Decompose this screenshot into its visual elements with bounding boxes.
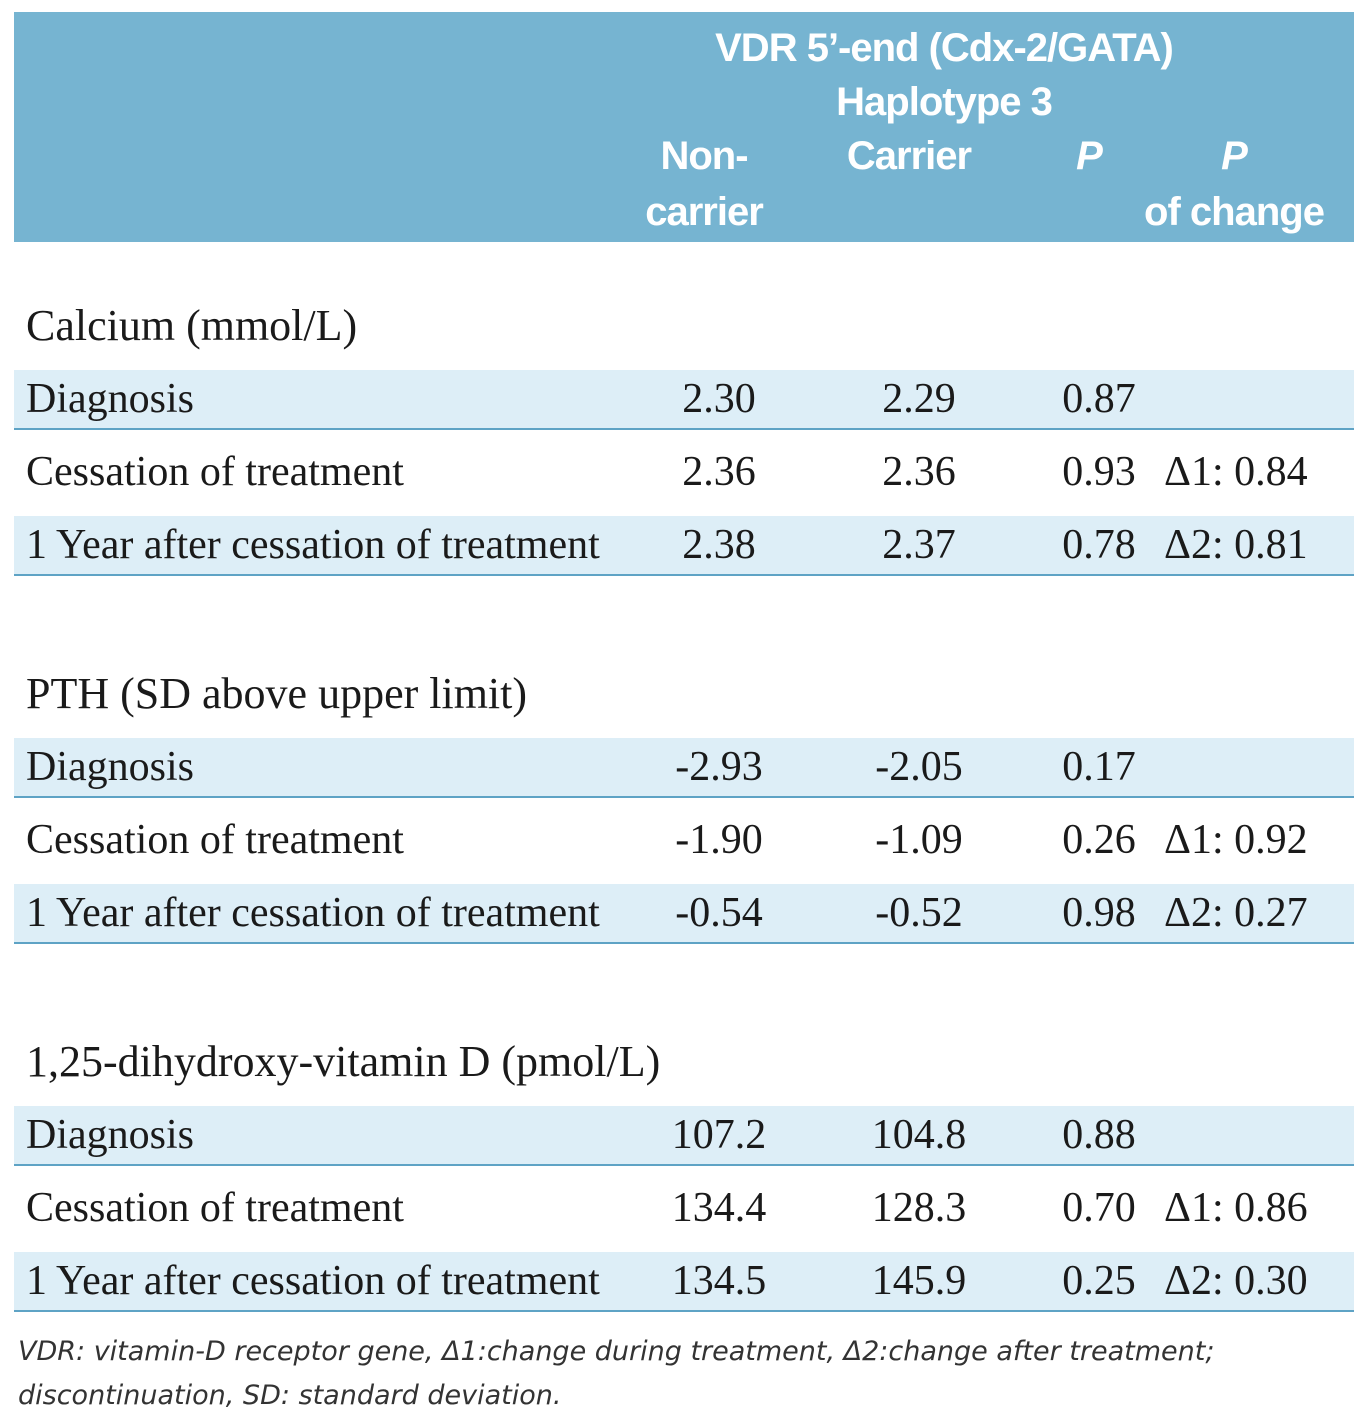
noncarrier-value: -2.93 bbox=[675, 744, 763, 790]
row-label: 1 Year after cessation of treatment bbox=[26, 890, 600, 936]
col-carrier-header: Carrier bbox=[846, 134, 972, 178]
carrier-value: -1.09 bbox=[875, 817, 963, 863]
col-p-change-header-line2: of change bbox=[1144, 190, 1325, 234]
carrier-value: 104.8 bbox=[871, 1112, 967, 1158]
p-value: 0.25 bbox=[1062, 1258, 1136, 1304]
noncarrier-value: -0.54 bbox=[675, 890, 763, 936]
section-title: PTH (SD above upper limit) bbox=[26, 669, 528, 718]
p-change-value: Δ2: 0.81 bbox=[1164, 522, 1308, 568]
row-label: Diagnosis bbox=[26, 376, 194, 422]
p-value: 0.78 bbox=[1062, 522, 1136, 568]
table-row: 1 Year after cessation of treatment 2.38 2… bbox=[14, 516, 1354, 576]
p-change-value: Δ1: 0.84 bbox=[1164, 449, 1308, 495]
row-label: Diagnosis bbox=[26, 744, 194, 790]
col-noncarrier-header-line2: carrier bbox=[645, 190, 764, 234]
carrier-value: 2.29 bbox=[882, 376, 956, 422]
col-p-change-header-line1: P bbox=[1221, 134, 1248, 178]
noncarrier-value: 134.4 bbox=[671, 1185, 767, 1231]
section-title: 1,25-dihydroxy-vitamin D (pmol/L) bbox=[26, 1037, 661, 1086]
row-label: Diagnosis bbox=[26, 1112, 194, 1158]
noncarrier-value: 107.2 bbox=[671, 1112, 767, 1158]
col-p-header: P bbox=[1076, 134, 1103, 178]
row-label: Cessation of treatment bbox=[26, 449, 404, 495]
table-row: 1 Year after cessation of treatment -0.54… bbox=[14, 884, 1354, 944]
table-row: Diagnosis 107.2 104.8 0.88 bbox=[14, 1106, 1354, 1166]
table-row: Cessation of treatment 2.36 2.36 0.93 Δ1: 0.… bbox=[14, 443, 1354, 501]
noncarrier-value: 134.5 bbox=[671, 1258, 767, 1304]
p-value: 0.88 bbox=[1062, 1112, 1136, 1158]
p-change-value: Δ2: 0.27 bbox=[1164, 890, 1308, 936]
row-label: 1 Year after cessation of treatment bbox=[26, 1258, 600, 1304]
col-noncarrier-header-line1: Non- bbox=[660, 134, 748, 178]
p-value: 0.26 bbox=[1062, 817, 1136, 863]
row-label: Cessation of treatment bbox=[26, 817, 404, 863]
table-row: Diagnosis -2.93 -2.05 0.17 bbox=[14, 738, 1354, 798]
gene-title: VDR 5’-end (Cdx-2/GATA) bbox=[715, 26, 1174, 70]
row-label: Cessation of treatment bbox=[26, 1185, 404, 1231]
carrier-value: 145.9 bbox=[871, 1258, 967, 1304]
p-change-value: Δ2: 0.30 bbox=[1164, 1258, 1308, 1304]
p-value: 0.93 bbox=[1062, 449, 1136, 495]
carrier-value: -2.05 bbox=[875, 744, 963, 790]
carrier-value: 2.37 bbox=[882, 522, 956, 568]
carrier-value: 128.3 bbox=[871, 1185, 967, 1231]
table-row: Diagnosis 2.30 2.29 0.87 bbox=[14, 370, 1354, 430]
carrier-value: 2.36 bbox=[882, 449, 956, 495]
noncarrier-value: -1.90 bbox=[675, 817, 763, 863]
row-label: 1 Year after cessation of treatment bbox=[26, 522, 600, 568]
p-value: 0.87 bbox=[1062, 376, 1136, 422]
p-value: 0.98 bbox=[1062, 890, 1136, 936]
table-row: 1 Year after cessation of treatment 134.5… bbox=[14, 1252, 1354, 1312]
p-value: 0.17 bbox=[1062, 744, 1136, 790]
p-change-value: Δ1: 0.92 bbox=[1164, 817, 1308, 863]
section-title: Calcium (mmol/L) bbox=[26, 301, 358, 350]
haplotype-title: Haplotype 3 bbox=[836, 80, 1053, 124]
p-change-value: Δ1: 0.86 bbox=[1164, 1185, 1308, 1231]
table-header: VDR 5’-end (Cdx-2/GATA) Haplotype 3 Non-… bbox=[14, 12, 1354, 242]
noncarrier-value: 2.30 bbox=[682, 376, 756, 422]
noncarrier-value: 2.36 bbox=[682, 449, 756, 495]
noncarrier-value: 2.38 bbox=[682, 522, 756, 568]
p-value: 0.70 bbox=[1062, 1185, 1136, 1231]
table-row: Cessation of treatment 134.4 128.3 0.70 Δ1: … bbox=[14, 1179, 1354, 1237]
carrier-value: -0.52 bbox=[875, 890, 963, 936]
table-footnote: VDR: vitamin-D receptor gene, Δ1:change … bbox=[18, 1336, 1215, 1411]
table-row: Cessation of treatment -1.90 -1.09 0.26 Δ1: … bbox=[14, 811, 1354, 869]
